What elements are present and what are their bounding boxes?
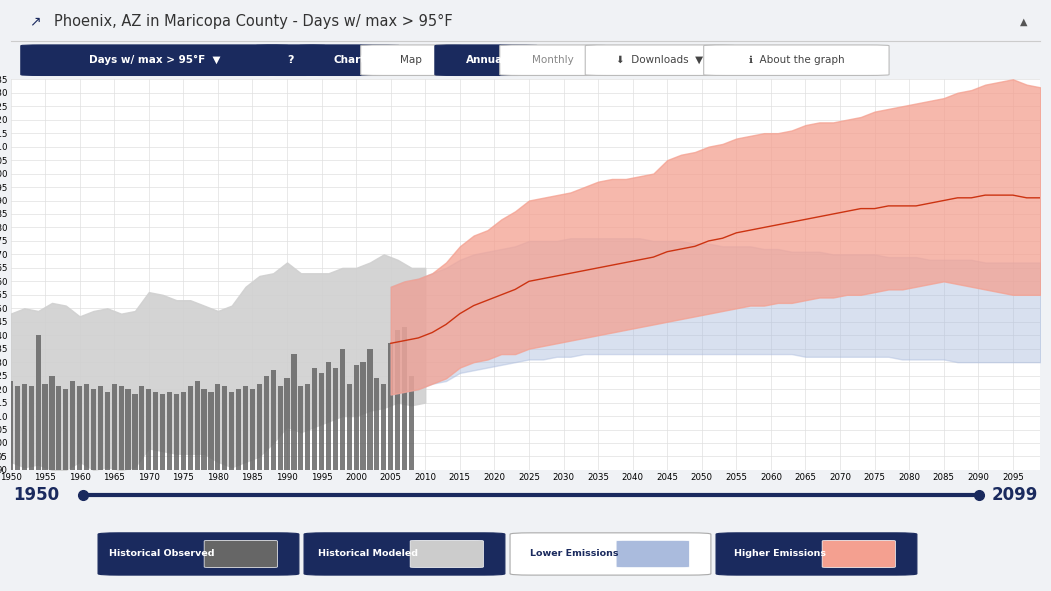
Bar (305, 384, 310, 470)
Bar (70, 381, 76, 470)
Text: 1950: 1950 (14, 486, 59, 504)
Bar (63, 389, 68, 470)
Bar (181, 392, 186, 470)
FancyBboxPatch shape (255, 45, 326, 76)
FancyBboxPatch shape (500, 45, 605, 76)
Bar (77, 387, 82, 470)
Bar (119, 387, 124, 470)
FancyBboxPatch shape (204, 540, 277, 567)
Bar (167, 392, 172, 470)
Bar (401, 327, 407, 470)
Bar (395, 330, 400, 470)
Bar (285, 378, 290, 470)
FancyBboxPatch shape (704, 45, 889, 76)
Text: Higher Emissions: Higher Emissions (734, 550, 826, 558)
Bar (222, 387, 227, 470)
Bar (139, 387, 144, 470)
Bar (194, 381, 200, 470)
Bar (250, 389, 255, 470)
FancyBboxPatch shape (585, 45, 735, 76)
Bar (132, 395, 138, 470)
Bar (208, 392, 213, 470)
Text: ?: ? (287, 55, 294, 65)
Text: Phoenix, AZ in Maricopa County - Days w/ max > 95°F: Phoenix, AZ in Maricopa County - Days w/… (54, 14, 452, 29)
Bar (236, 389, 242, 470)
FancyBboxPatch shape (410, 540, 483, 567)
Text: ▲: ▲ (1019, 17, 1027, 26)
Bar (374, 378, 379, 470)
Bar (388, 343, 393, 470)
Bar (90, 389, 96, 470)
Bar (320, 373, 324, 470)
Bar (153, 392, 159, 470)
FancyBboxPatch shape (716, 533, 916, 575)
Bar (312, 368, 317, 470)
FancyBboxPatch shape (21, 45, 289, 76)
Bar (347, 384, 352, 470)
Text: Lower Emissions: Lower Emissions (530, 550, 618, 558)
Text: Historical Observed: Historical Observed (109, 550, 214, 558)
Bar (291, 354, 296, 470)
Bar (202, 389, 207, 470)
Bar (49, 376, 55, 470)
Bar (229, 392, 234, 470)
FancyBboxPatch shape (98, 533, 298, 575)
Bar (409, 376, 414, 470)
Text: Chart: Chart (333, 55, 366, 65)
FancyBboxPatch shape (435, 45, 538, 76)
Bar (8, 381, 13, 470)
Bar (15, 387, 20, 470)
Bar (22, 384, 27, 470)
Bar (326, 362, 331, 470)
Text: Annual: Annual (466, 55, 507, 65)
Bar (264, 376, 269, 470)
Bar (146, 389, 151, 470)
Bar (382, 384, 387, 470)
Text: ⬇  Downloads  ▼: ⬇ Downloads ▼ (616, 55, 703, 65)
Bar (339, 349, 345, 470)
Bar (36, 335, 41, 470)
Bar (298, 387, 304, 470)
Bar (277, 387, 283, 470)
Bar (188, 387, 192, 470)
Bar (42, 384, 47, 470)
Bar (368, 349, 372, 470)
FancyBboxPatch shape (822, 540, 895, 567)
Bar (57, 387, 62, 470)
FancyBboxPatch shape (304, 533, 504, 575)
Text: Days w/ max > 95°F  ▼: Days w/ max > 95°F ▼ (89, 55, 221, 65)
Bar (98, 387, 103, 470)
Bar (360, 362, 366, 470)
Bar (160, 395, 165, 470)
FancyBboxPatch shape (298, 45, 399, 76)
Bar (256, 384, 262, 470)
Bar (215, 384, 221, 470)
Text: 2099: 2099 (991, 486, 1038, 504)
FancyBboxPatch shape (360, 45, 461, 76)
Bar (28, 387, 34, 470)
Text: ↗: ↗ (29, 14, 41, 28)
Bar (84, 384, 89, 470)
Bar (173, 395, 179, 470)
Text: Monthly: Monthly (532, 55, 574, 65)
Bar (105, 392, 110, 470)
Bar (270, 370, 275, 470)
Bar (353, 365, 358, 470)
Bar (333, 368, 338, 470)
Bar (125, 389, 130, 470)
Bar (243, 387, 248, 470)
Text: ℹ  About the graph: ℹ About the graph (748, 55, 844, 65)
FancyBboxPatch shape (616, 540, 689, 567)
Bar (111, 384, 117, 470)
FancyBboxPatch shape (510, 533, 710, 575)
Text: Historical Modeled: Historical Modeled (317, 550, 417, 558)
Text: Map: Map (400, 55, 423, 65)
